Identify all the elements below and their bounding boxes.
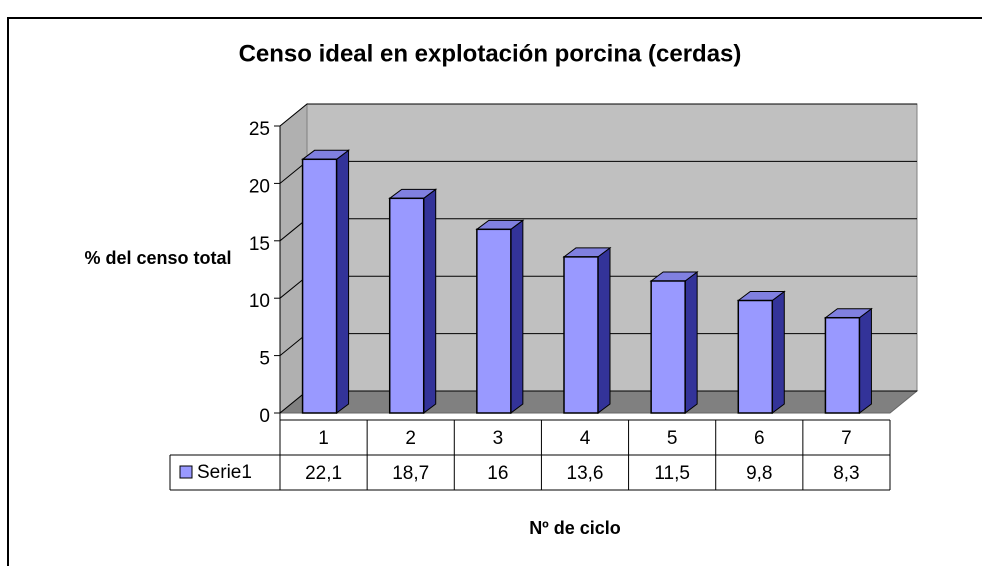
x-tick-label: 7	[841, 428, 852, 449]
y-tick-label: 10	[249, 291, 270, 312]
bar-side	[423, 188, 437, 414]
data-label: 18,7	[392, 463, 429, 484]
x-tick-label: 3	[493, 428, 504, 449]
y-tick-label: 20	[249, 176, 270, 197]
x-tick-label: 6	[754, 428, 765, 449]
x-tick-label: 1	[318, 428, 329, 449]
legend-label: Serie1	[197, 462, 252, 483]
bar	[476, 228, 512, 414]
bar	[650, 280, 686, 414]
x-tick-label: 4	[580, 428, 591, 449]
bar-side	[510, 219, 524, 415]
data-label: 22,1	[305, 463, 342, 484]
data-label: 11,5	[654, 463, 690, 484]
y-tick-label: 0	[259, 406, 270, 427]
y-tick-label: 15	[249, 234, 270, 255]
bar-side	[684, 270, 698, 414]
bar	[824, 316, 861, 414]
legend-swatch	[179, 465, 193, 479]
bar	[563, 256, 599, 414]
data-label: 13,6	[567, 463, 604, 484]
bar	[737, 299, 774, 414]
bar-side	[771, 290, 785, 414]
chart-title: Censo ideal en explotación porcina (cerd…	[239, 40, 742, 67]
bar-side	[336, 149, 350, 414]
x-axis-label: Nº de ciclo	[529, 518, 621, 538]
data-label: 9,8	[746, 463, 772, 484]
bar-side	[858, 307, 872, 414]
bar	[301, 158, 338, 414]
x-tick-label: 5	[667, 428, 678, 449]
bar	[388, 197, 425, 414]
bar-side	[597, 246, 611, 414]
y-tick-label: 25	[249, 119, 270, 140]
grid-line	[279, 103, 917, 127]
data-label: 8,3	[833, 463, 859, 484]
y-tick-label: 5	[259, 349, 270, 370]
x-tick-label: 2	[405, 428, 416, 449]
data-label: 16	[487, 463, 508, 484]
y-axis-label: % del censo total	[84, 248, 232, 268]
